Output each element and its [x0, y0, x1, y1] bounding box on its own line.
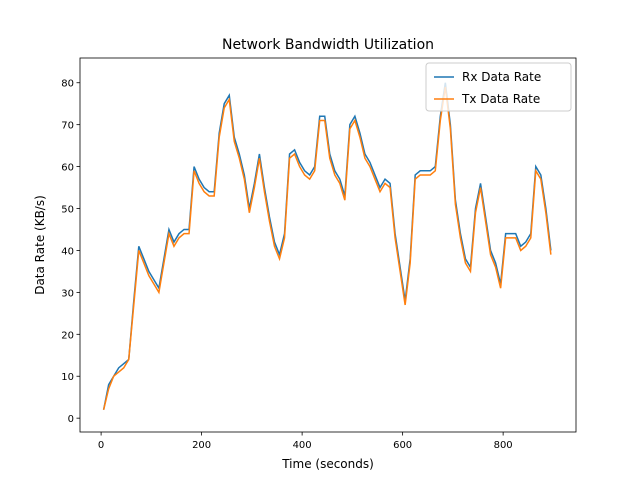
legend-box: [425, 62, 572, 112]
legend-label: Rx Data Rate: [462, 70, 541, 84]
x-tick-label: 0: [98, 440, 104, 451]
y-tick-label: 30: [61, 288, 74, 299]
y-tick-label: 70: [61, 121, 74, 132]
y-tick-label: 40: [61, 246, 74, 257]
y-tick-label: 0: [68, 414, 74, 425]
data-line: [102, 86, 552, 410]
legend-label: Tx Data Rate: [461, 92, 540, 106]
chart-title: Network Bandwidth Utilization: [222, 37, 434, 53]
y-axis-label: Data Rate (KB/s): [33, 195, 47, 295]
data-line: [102, 82, 552, 410]
x-tick-label: 200: [192, 440, 211, 451]
x-tick-label: 800: [494, 440, 513, 451]
y-tick-label: 80: [61, 79, 74, 90]
y-tick-label: 20: [61, 330, 74, 341]
x-tick-label: 600: [393, 440, 412, 451]
y-tick-label: 10: [61, 372, 74, 383]
y-tick-label: 50: [61, 205, 74, 216]
x-tick-label: 400: [293, 440, 312, 451]
x-axis-label: Time (seconds): [281, 457, 374, 471]
plot-frame: [79, 57, 577, 433]
y-tick-label: 60: [61, 163, 74, 174]
